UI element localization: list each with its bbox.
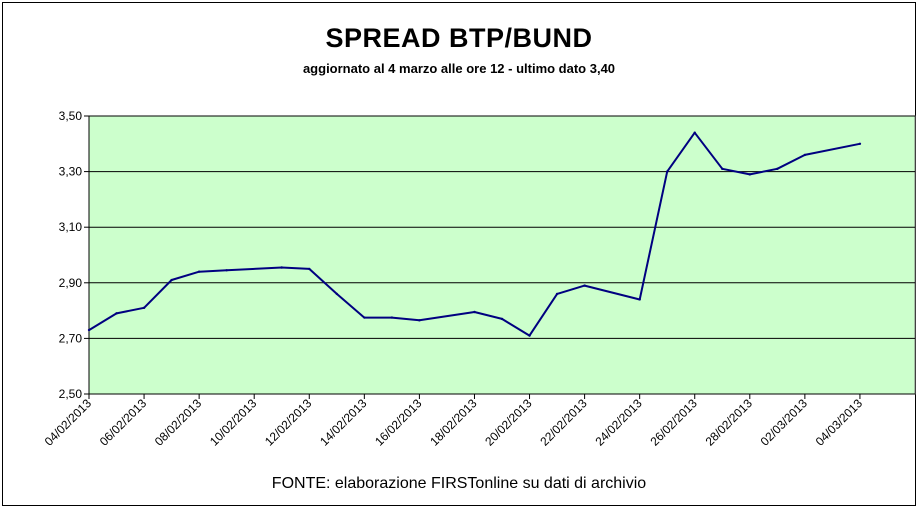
- y-tick-label: 2,50: [59, 387, 83, 401]
- x-tick-label: 14/02/2013: [317, 396, 370, 449]
- chart-title: SPREAD BTP/BUND: [325, 23, 593, 53]
- plot-area: [88, 115, 916, 395]
- x-tick-label: 02/03/2013: [758, 396, 811, 449]
- data-point: [638, 298, 641, 301]
- data-point: [473, 310, 476, 314]
- x-tick-label: 22/02/2013: [537, 396, 590, 449]
- data-point: [363, 316, 366, 319]
- data-point: [142, 306, 146, 310]
- x-tick-label: 06/02/2013: [97, 396, 150, 449]
- data-point: [87, 328, 91, 332]
- data-point: [225, 269, 228, 272]
- data-point: [693, 131, 696, 134]
- x-tick-label: 26/02/2013: [647, 396, 700, 449]
- x-tick-label: 04/03/2013: [813, 396, 866, 449]
- x-tick-label: 28/02/2013: [703, 396, 756, 449]
- chart-source-note: FONTE: elaborazione FIRSTonline su dati …: [271, 475, 647, 492]
- y-tick-label: 2,90: [59, 276, 83, 290]
- x-tick-label: 12/02/2013: [262, 396, 315, 449]
- data-point: [666, 170, 669, 173]
- x-tick-label: 16/02/2013: [372, 396, 425, 449]
- data-point: [390, 316, 394, 319]
- chart-subtitle: aggiornato al 4 marzo alle ore 12 - ulti…: [302, 61, 616, 76]
- data-point: [555, 292, 559, 296]
- x-tick-label: 24/02/2013: [592, 396, 645, 449]
- data-point: [335, 292, 338, 296]
- y-tick-label: 3,30: [59, 165, 83, 179]
- data-point: [170, 278, 173, 282]
- y-tick-label: 2,70: [59, 331, 83, 345]
- data-point: [748, 173, 751, 176]
- data-point: [776, 167, 779, 171]
- x-tick-label: 08/02/2013: [152, 396, 205, 449]
- data-point: [583, 284, 586, 287]
- data-point: [500, 317, 504, 321]
- y-tick-label: 3,50: [59, 109, 83, 123]
- data-point: [197, 270, 201, 273]
- data-point: [721, 167, 724, 171]
- data-point: [308, 267, 311, 271]
- x-tick-label: 20/02/2013: [482, 396, 535, 449]
- data-point: [528, 334, 531, 337]
- data-point: [280, 266, 283, 269]
- data-point: [803, 153, 807, 157]
- y-tick-label: 3,10: [59, 220, 83, 234]
- x-tick-label: 04/02/2013: [42, 396, 95, 449]
- data-point: [858, 142, 862, 145]
- x-tick-label: 18/02/2013: [427, 396, 480, 449]
- data-point: [115, 312, 118, 315]
- x-tick-label: 10/02/2013: [207, 396, 260, 449]
- data-point: [418, 319, 421, 322]
